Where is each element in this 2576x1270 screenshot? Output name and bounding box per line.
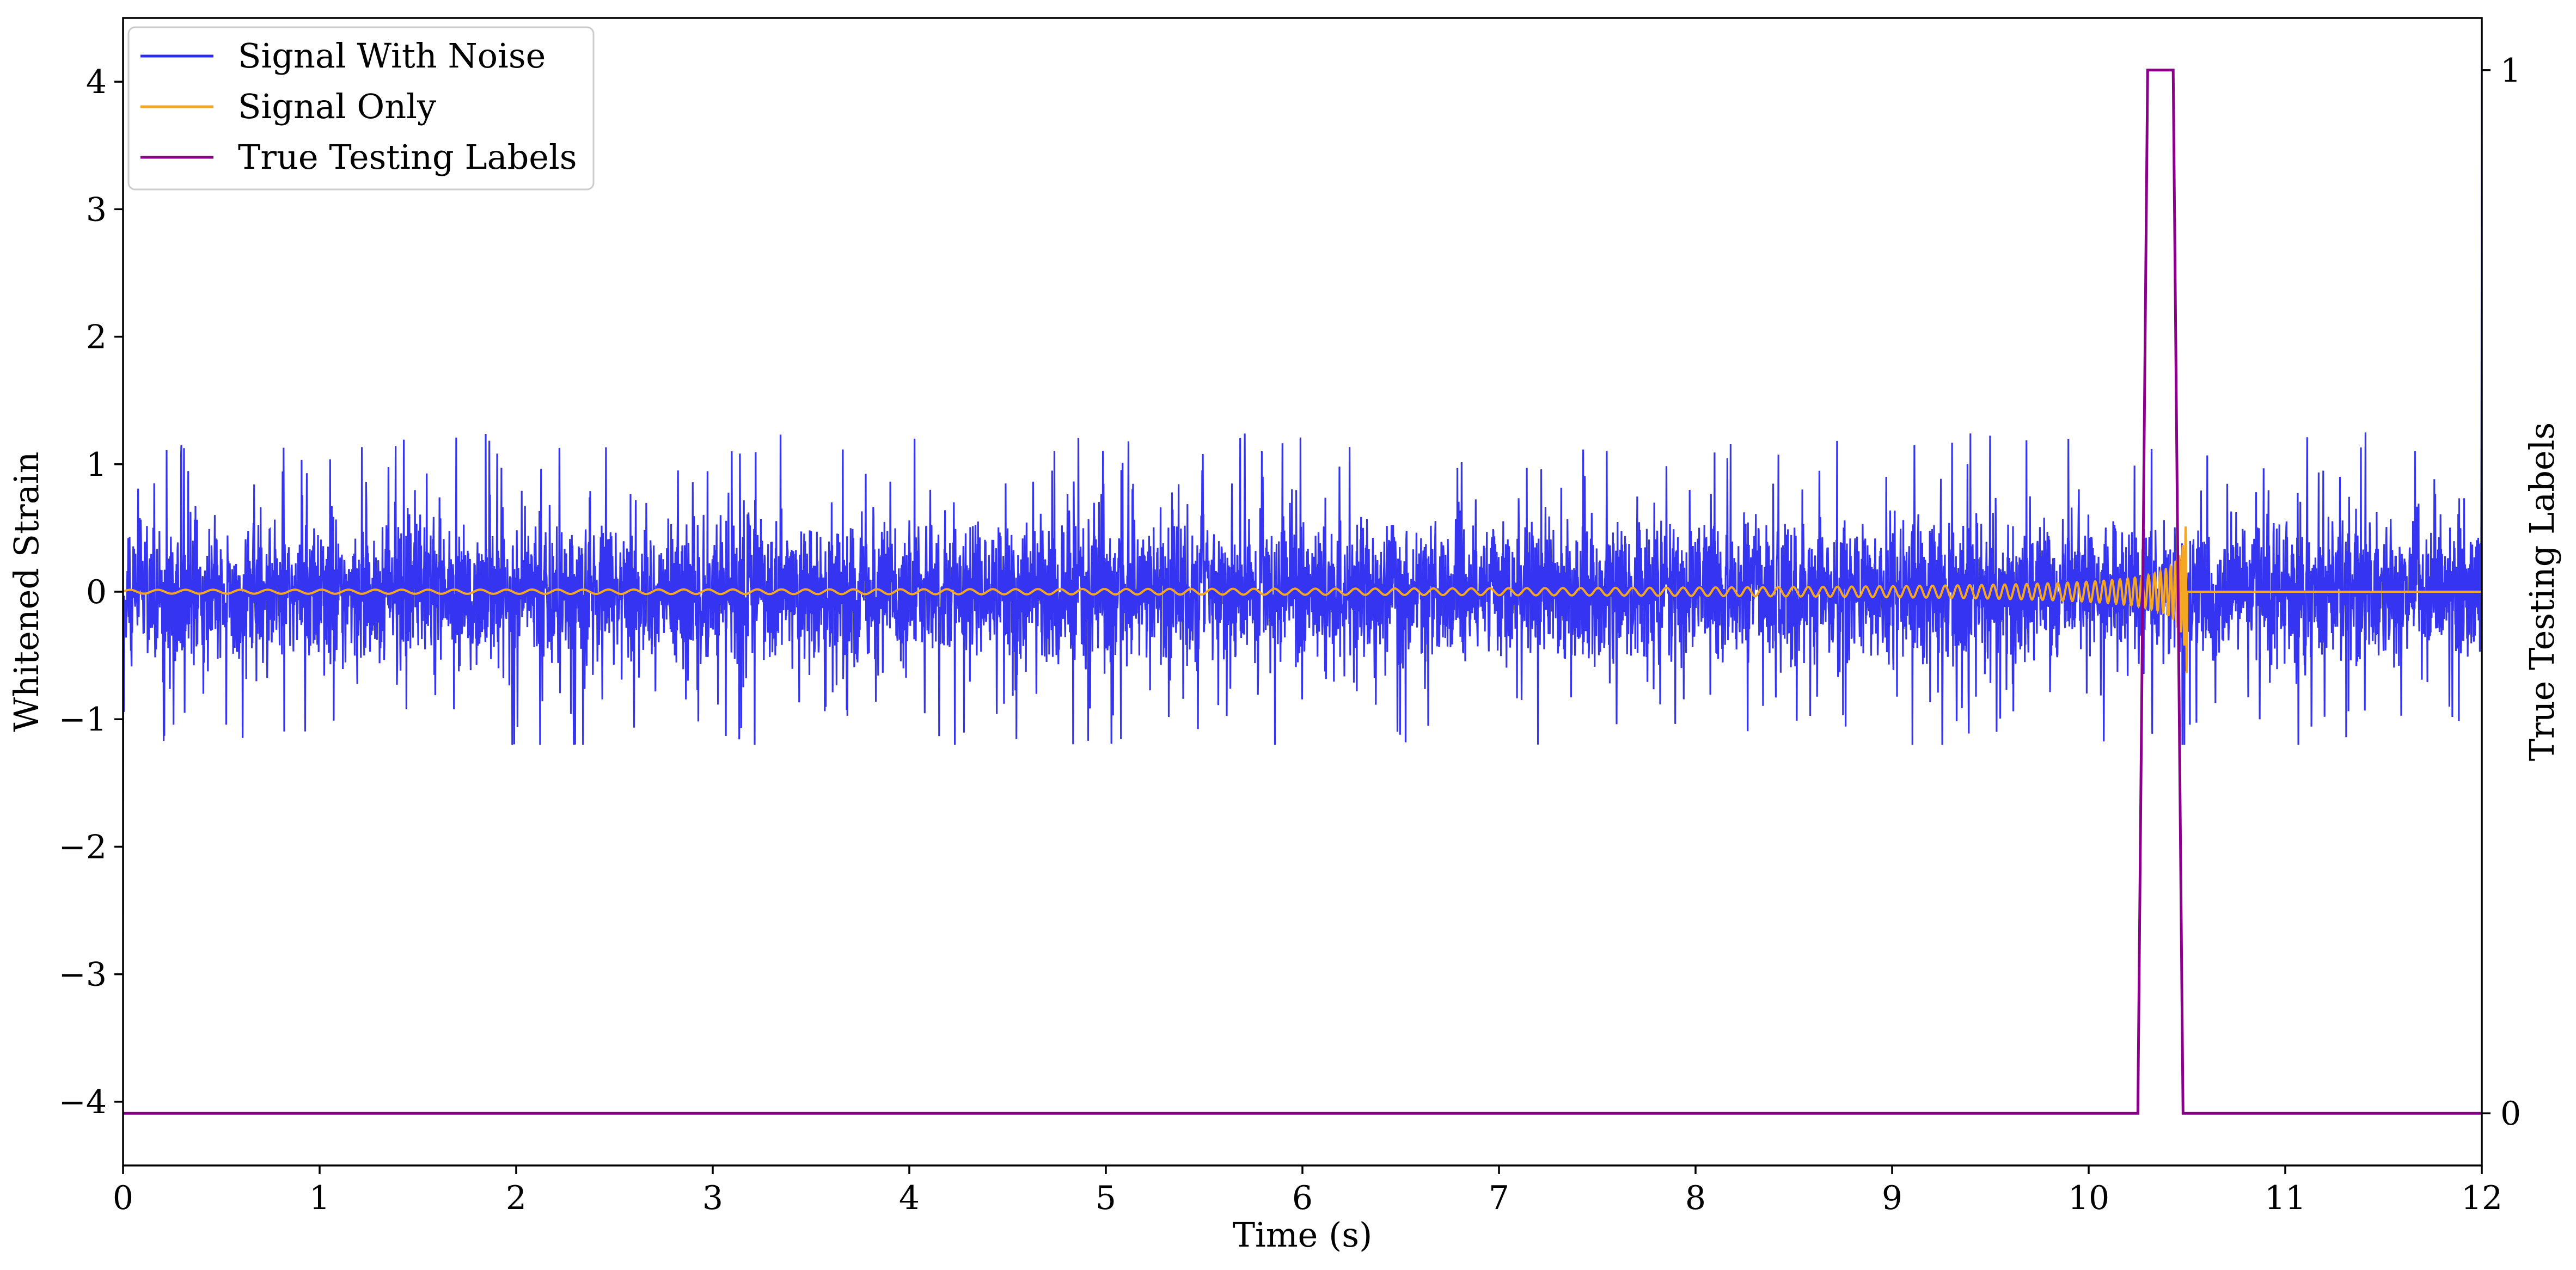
y-right-tick-label: 1 [2500, 52, 2521, 90]
x-tick-label: 8 [1685, 1179, 1706, 1217]
x-tick-label: 7 [1489, 1179, 1509, 1217]
y-axis-label: Whitened Strain [7, 452, 46, 732]
series-signal-only [123, 526, 2482, 673]
x-tick-label: 5 [1096, 1179, 1116, 1217]
y-axis-right: 01 [2482, 52, 2521, 1133]
x-tick-label: 6 [1292, 1179, 1313, 1217]
x-tick-label: 4 [899, 1179, 920, 1217]
y-tick-label: 4 [86, 63, 107, 101]
y-tick-label: 3 [86, 191, 107, 229]
x-tick-label: 1 [309, 1179, 330, 1217]
y-tick-label: −2 [59, 828, 107, 866]
x-tick-label: 0 [113, 1179, 133, 1217]
y-axis-right-label: True Testing Labels [2522, 422, 2562, 762]
x-axis: 0 1 2 3 4 5 6 7 8 9 10 11 12 [113, 1165, 2502, 1217]
y-right-tick-label: 0 [2500, 1095, 2521, 1133]
x-axis-label: Time (s) [1233, 1215, 1373, 1255]
y-tick-label: 0 [86, 573, 107, 611]
x-tick-label: 11 [2265, 1179, 2306, 1217]
y-tick-label: −3 [59, 956, 107, 994]
legend-label-signal-with-noise: Signal With Noise [238, 36, 546, 76]
legend-box [127, 26, 595, 191]
legend-label-true-testing-labels: True Testing Labels [238, 137, 577, 177]
legend: Signal With Noise Signal Only True Testi… [127, 26, 595, 191]
y-tick-label: 2 [86, 318, 107, 357]
series-true-testing-labels [123, 69, 2482, 1115]
x-tick-label: 10 [2068, 1179, 2109, 1217]
series-layer [123, 56, 2482, 1115]
x-tick-label: 2 [506, 1179, 527, 1217]
y-tick-label: 1 [86, 446, 107, 484]
y-axis-left: −4 −3 −2 −1 0 1 2 3 4 [59, 63, 123, 1121]
legend-label-signal-only: Signal Only [238, 87, 436, 126]
y-tick-label: −1 [59, 701, 107, 739]
y-tick-label: −4 [59, 1083, 107, 1121]
x-tick-label: 9 [1882, 1179, 1902, 1217]
series-signal-with-noise [123, 56, 2482, 936]
plot-area [123, 56, 2482, 1115]
x-tick-label: 12 [2461, 1179, 2502, 1217]
x-tick-label: 3 [702, 1179, 723, 1217]
